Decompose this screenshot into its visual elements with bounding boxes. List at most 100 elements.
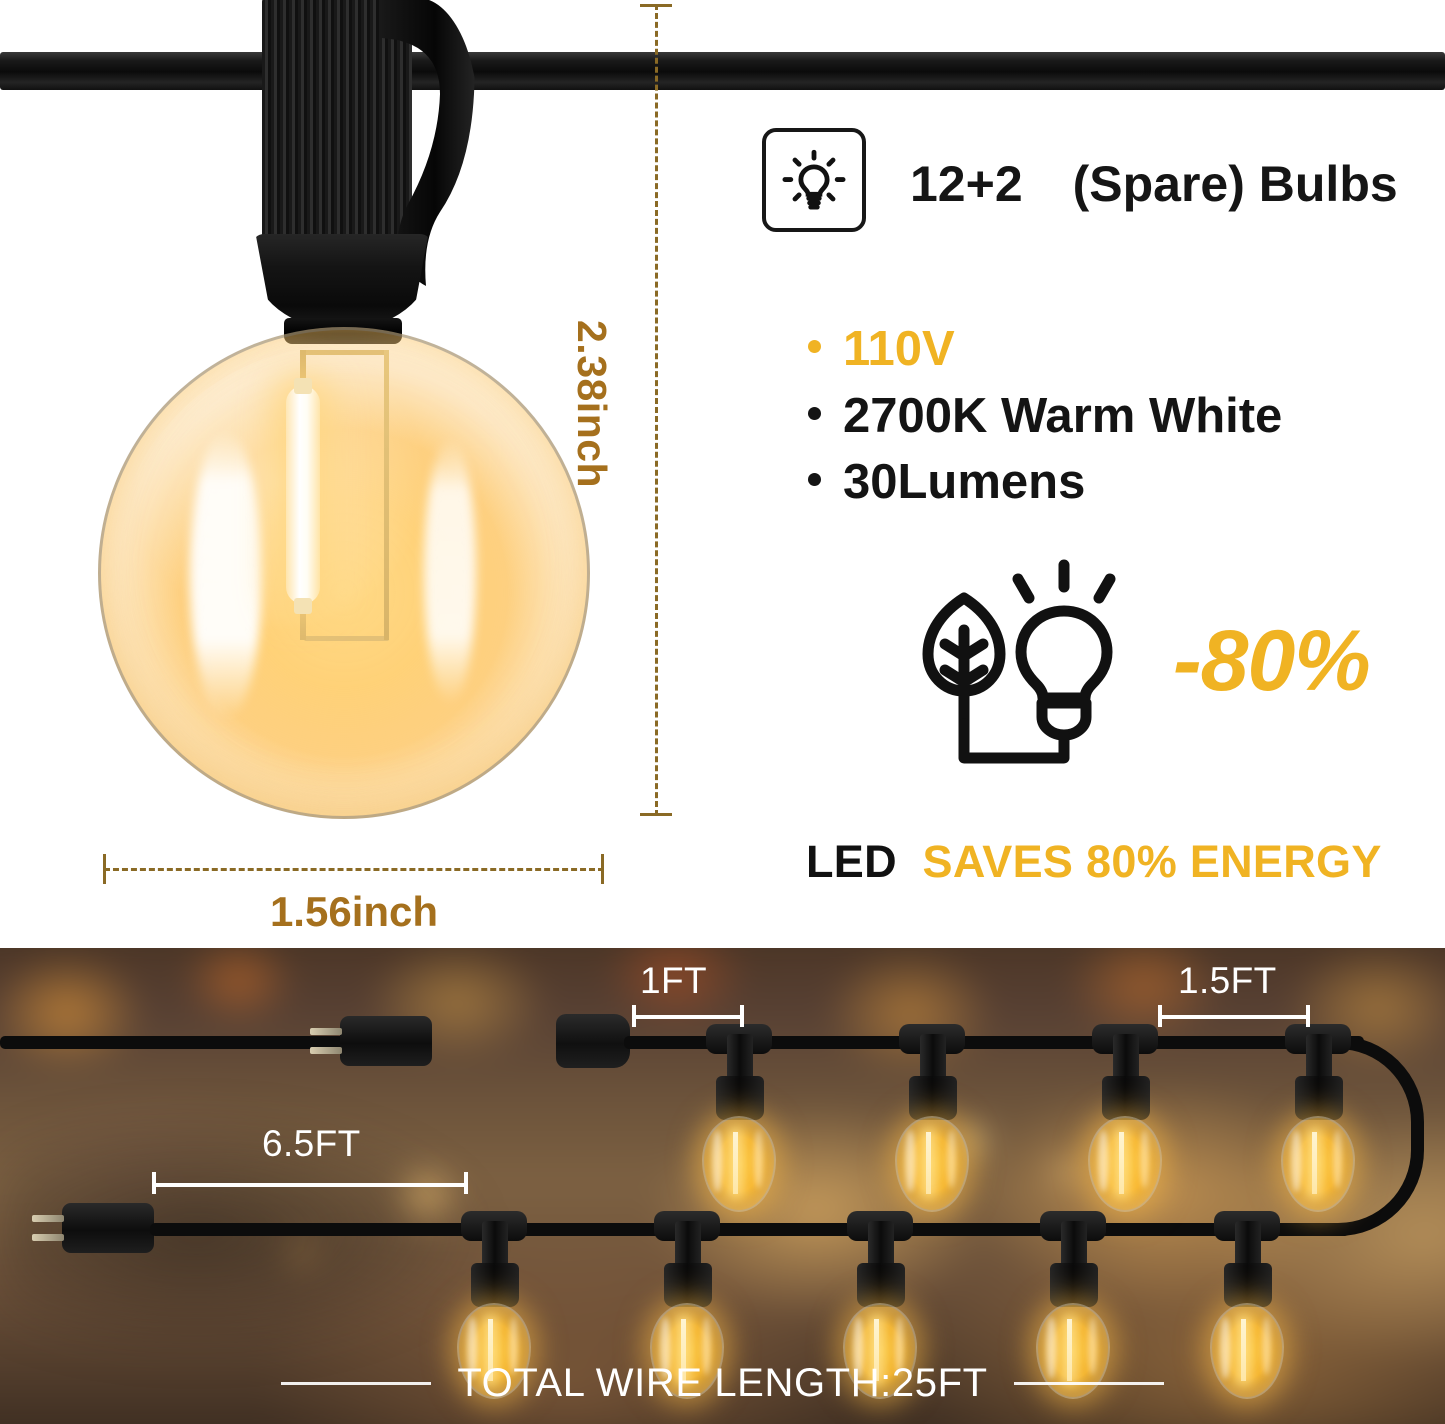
leaf-bulb-eco-icon (922, 559, 1116, 764)
top-row-cord-main (624, 1036, 1364, 1049)
lamp-filament (1312, 1132, 1317, 1194)
total-rule-right (1013, 1382, 1164, 1385)
total-wire-length-label: TOTAL WIRE LENGTH:25FT (457, 1361, 988, 1405)
product-detail-panel: 2.38inch 1.56inch 12+2 (Spare) Bulbs 110… (0, 0, 1445, 935)
lamp-glare-left (905, 1130, 916, 1192)
lamp-neck (868, 1221, 894, 1267)
measurement-label-1-5ft: 1.5FT (1178, 960, 1277, 1001)
measurement-tick-left-1ft (632, 1005, 636, 1027)
width-dimension-label: 1.56inch (269, 888, 439, 935)
spec-label: 110V (843, 322, 955, 376)
filament-stem-bottom (300, 600, 306, 640)
globe-rim (98, 327, 590, 819)
bullet-dot-icon (808, 340, 821, 353)
lamp-glare-right (702, 1317, 711, 1375)
total-wire-length-row: TOTAL WIRE LENGTH:25FT (0, 1361, 1445, 1406)
bullet-dot-icon (808, 406, 821, 420)
lamp-base (716, 1076, 764, 1120)
height-dimension-line (655, 4, 658, 816)
width-dimension-cap-right (601, 854, 604, 884)
filament-cap-top (294, 378, 312, 394)
lamp-glare-left (1046, 1317, 1057, 1379)
measurement-line-6-5ft (152, 1183, 468, 1187)
lamp-base (1224, 1263, 1272, 1307)
lamp-base (857, 1263, 905, 1307)
lamp-bulb (457, 1303, 531, 1399)
lamp-neck (1235, 1221, 1261, 1267)
height-dimension-cap-bottom (640, 813, 672, 816)
lamp-filament (1119, 1132, 1124, 1194)
lamp-glare-left (467, 1317, 478, 1379)
lamp-neck (1306, 1034, 1332, 1080)
male-plug-bottom (32, 1203, 154, 1253)
measurement-line-1ft (632, 1015, 744, 1019)
lamp-filament (1241, 1319, 1246, 1381)
lamp-base (1295, 1076, 1343, 1120)
lamp-glare-right (1140, 1130, 1149, 1188)
measurement-line-1-5ft (1158, 1015, 1310, 1019)
spec-list: 110V 2700K Warm White 30Lumens (808, 316, 1282, 516)
spec-item-voltage: 110V (808, 316, 1282, 383)
filament-post (384, 350, 389, 640)
lamp-glare-left (712, 1130, 723, 1192)
lamp-neck (1113, 1034, 1139, 1080)
filament-arm-bottom (304, 636, 389, 641)
lamp-neck (920, 1034, 946, 1080)
lamp-glare-left (660, 1317, 671, 1379)
lamp-neck (1061, 1221, 1087, 1267)
wire-length-diagram-panel: 1FT 1.5FT 6.5FT TOTAL WIRE LENGTH:25FT (0, 948, 1445, 1424)
total-rule-left (281, 1382, 432, 1385)
lamp-filament (1067, 1319, 1072, 1381)
lamp-filament (874, 1319, 879, 1381)
lamp-glare-left (1220, 1317, 1231, 1379)
lamp-filament (488, 1319, 493, 1381)
spec-label: 2700K Warm White (843, 388, 1283, 443)
lightbulb-icon (762, 128, 866, 232)
bulb-socket-assembly (232, 0, 477, 344)
lamp-neck (727, 1034, 753, 1080)
socket-shoulder (255, 234, 429, 330)
lamp-base (471, 1263, 519, 1307)
bullet-dot-icon (808, 473, 821, 487)
height-dimension-label: 2.38inch (569, 320, 615, 489)
measurement-tick-left-6-5ft (152, 1172, 156, 1194)
led-filament-rod (286, 386, 320, 604)
filament-arm-top (304, 350, 389, 355)
energy-saving-row: -80% (905, 552, 1371, 770)
measurement-tick-right-1-5ft (1306, 1005, 1310, 1027)
lamp-glare-right (754, 1130, 763, 1188)
measurement-tick-right-1ft (740, 1005, 744, 1027)
width-dimension-line (104, 868, 604, 871)
socket-ribbed-body (262, 0, 412, 248)
lamp-filament (681, 1319, 686, 1381)
measurement-tick-left-1-5ft (1158, 1005, 1162, 1027)
filament-stem-top (300, 350, 306, 388)
lamp-glare-right (509, 1317, 518, 1375)
measurement-label-6-5ft: 6.5FT (262, 1123, 361, 1164)
spec-item-lumens: 30Lumens (808, 449, 1282, 516)
spec-label: 30Lumens (843, 455, 1086, 510)
male-plug-top (310, 1016, 432, 1066)
led-tagline-accent: SAVES 80% ENERGY (922, 836, 1382, 887)
lamp-glare-right (947, 1130, 956, 1188)
energy-saving-percent: -80% (1173, 612, 1371, 709)
bulb-count-label: 12+2 (Spare) Bulbs (910, 156, 1398, 212)
lamp-glare-left (1098, 1130, 1109, 1192)
bulb-count-row: 12+2 (Spare) Bulbs (762, 128, 1398, 232)
spec-item-color-temp: 2700K Warm White (808, 383, 1282, 450)
lamp-glare-right (1262, 1317, 1271, 1375)
measurement-tick-right-6-5ft (464, 1172, 468, 1194)
lamp-glare-right (895, 1317, 904, 1375)
hanging-wire (0, 52, 1445, 90)
lamp-glare-right (1333, 1130, 1342, 1188)
top-row-cord-left (0, 1036, 345, 1049)
lamp-base (664, 1263, 712, 1307)
lamp-glare-right (1088, 1317, 1097, 1375)
lamp-filament (926, 1132, 931, 1194)
led-energy-tagline: LED SAVES 80% ENERGY (806, 836, 1382, 888)
lamp-base (1050, 1263, 1098, 1307)
lamp-base (909, 1076, 957, 1120)
lamp-neck (675, 1221, 701, 1267)
lamp-filament (733, 1132, 738, 1194)
lamp-glare-left (1291, 1130, 1302, 1192)
